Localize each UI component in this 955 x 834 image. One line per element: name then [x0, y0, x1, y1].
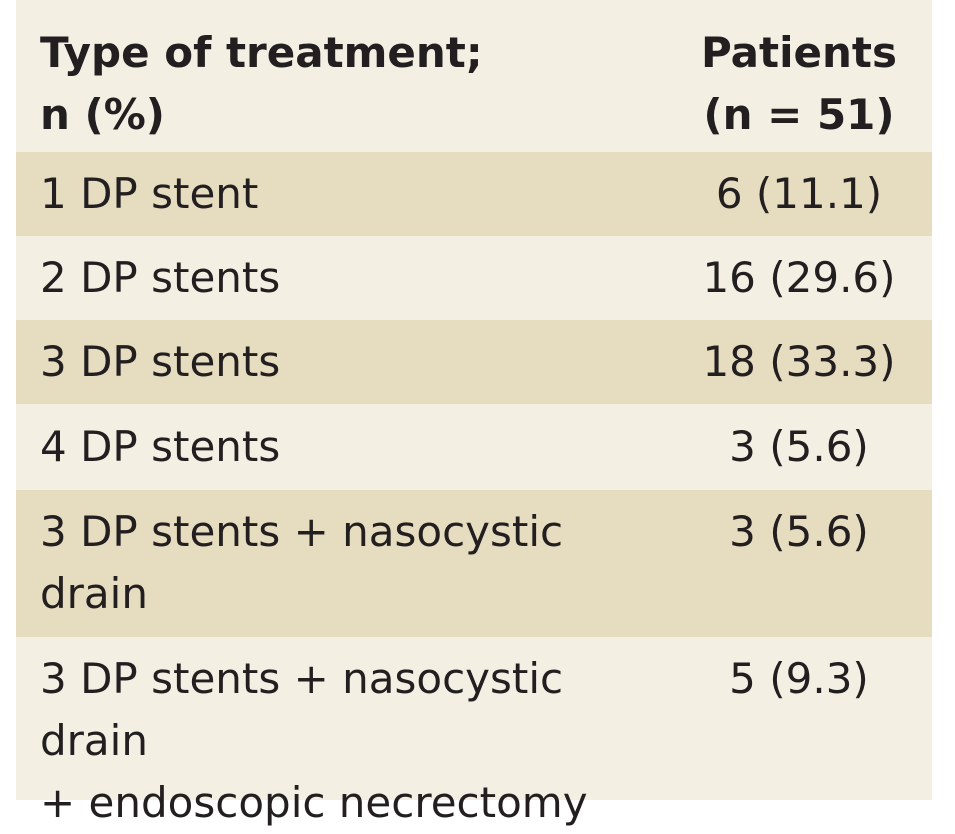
treatment-line1: 3 DP stents + nasocystic [40, 507, 564, 556]
table-row: 3 DP stents 18 (33.3) [16, 320, 932, 404]
treatment-cell: 3 DP stents [16, 331, 666, 393]
treatment-cell: 4 DP stents [16, 416, 666, 478]
patients-cell: 16 (29.6) [702, 253, 896, 302]
header-patients-cell: Patients (n = 51) [666, 22, 932, 146]
table-row: 4 DP stents 3 (5.6) [16, 404, 932, 490]
treatment-table: Type of treatment; n (%) Patients (n = 5… [16, 0, 932, 827]
treatment-line2: + endoscopic necrectomy [40, 778, 588, 827]
patients-cell: 18 (33.3) [702, 337, 896, 386]
header-patients-line1: Patients [701, 28, 897, 77]
treatment-line1: 4 DP stents [40, 422, 281, 471]
treatment-cell: 3 DP stents + nasocystic drain [16, 501, 666, 625]
treatment-line1: 1 DP stent [40, 169, 259, 218]
treatment-cell: 1 DP stent [16, 163, 666, 225]
table-row: 1 DP stent 6 (11.1) [16, 152, 932, 236]
treatment-cell: 3 DP stents + nasocystic drain + endosco… [16, 648, 666, 834]
treatment-line2: drain [40, 569, 148, 618]
table-row: 3 DP stents + nasocystic drain 3 (5.6) [16, 490, 932, 637]
header-treatment-line2: n (%) [40, 90, 165, 139]
patients-cell: 5 (9.3) [729, 654, 869, 703]
patients-cell: 3 (5.6) [729, 422, 869, 471]
treatment-line1: 3 DP stents [40, 337, 281, 386]
treatment-line1: 3 DP stents + nasocystic drain [40, 654, 564, 765]
header-treatment-line1: Type of treatment; [40, 28, 483, 77]
patients-cell: 6 (11.1) [715, 169, 883, 218]
table-row: 3 DP stents + nasocystic drain + endosco… [16, 637, 932, 827]
header-treatment-cell: Type of treatment; n (%) [16, 22, 666, 146]
header-patients-line2: (n = 51) [703, 90, 895, 139]
patients-cell: 3 (5.6) [729, 507, 869, 556]
treatment-cell: 2 DP stents [16, 247, 666, 309]
table-header: Type of treatment; n (%) Patients (n = 5… [16, 0, 932, 152]
treatment-line1: 2 DP stents [40, 253, 281, 302]
table-row: 2 DP stents 16 (29.6) [16, 236, 932, 320]
